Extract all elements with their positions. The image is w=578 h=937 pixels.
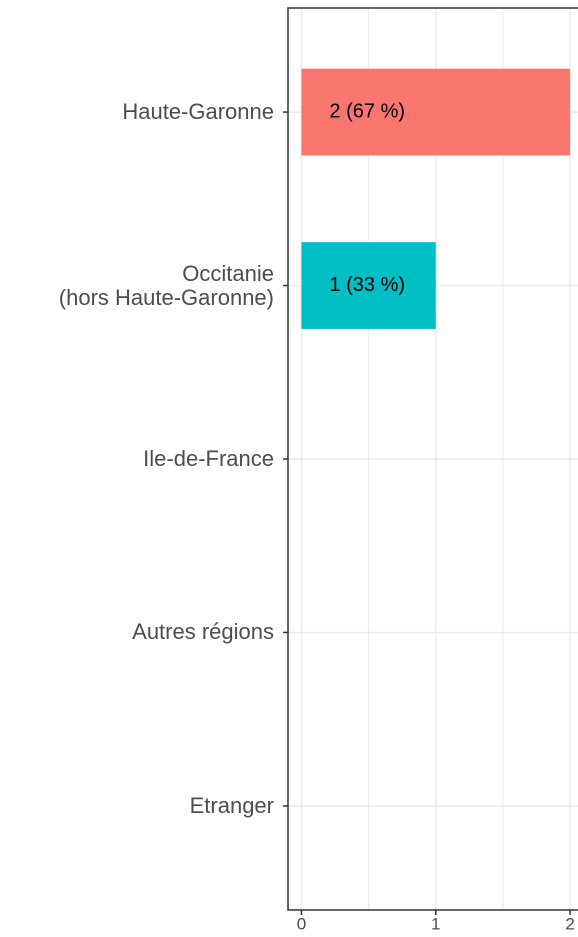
y-tick-label: Haute-Garonne bbox=[122, 99, 274, 125]
y-tick-label: Autres régions bbox=[132, 619, 274, 645]
x-tick-label: 2 bbox=[565, 914, 574, 933]
y-tick-label: Etranger bbox=[189, 792, 274, 818]
value-label: 1 (33 %) bbox=[329, 274, 405, 296]
x-tick-label: 1 bbox=[431, 914, 440, 933]
bar bbox=[301, 242, 436, 329]
x-tick-label: 0 bbox=[297, 914, 306, 933]
y-tick-label: Ile-de-France bbox=[143, 446, 274, 471]
value-label: 2 (67 %) bbox=[329, 100, 405, 122]
y-tick-label: Occitanie (hors Haute-Garonne) bbox=[58, 260, 274, 310]
bar bbox=[301, 68, 571, 156]
panel-border bbox=[287, 7, 578, 911]
